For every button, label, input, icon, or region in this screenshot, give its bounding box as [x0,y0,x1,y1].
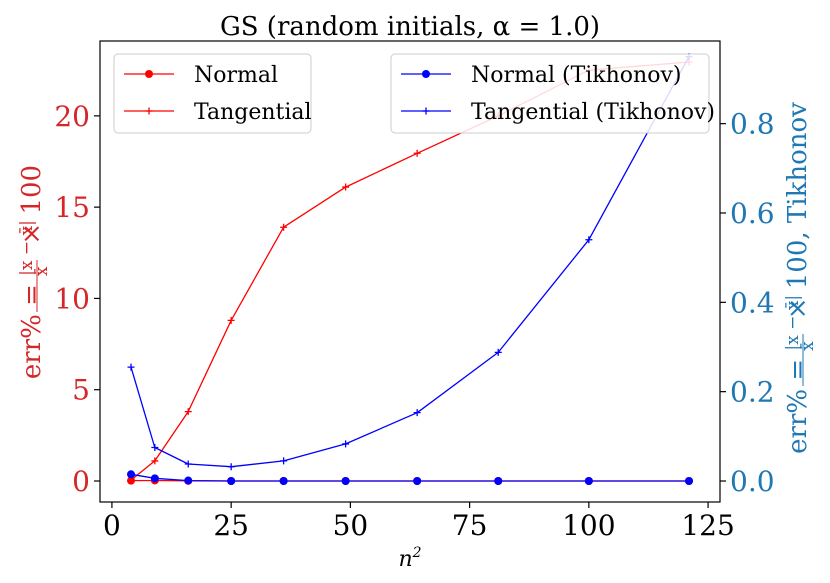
data-point-tangential-tikhonov [342,440,350,448]
series-normal-tikhonov [127,470,693,486]
y-left-tick-label: 0 [72,465,90,498]
legend-right: Normal (Tikhonov) Tangential (Tikhonov) [390,53,715,134]
y-axis-left: 0 5 10 15 20 [54,100,100,498]
data-point-normal-tikhonov [685,477,693,486]
y-right-tick-label: 0.8 [730,108,775,141]
chart-title: GS (random initials, α = 1.0) [220,12,600,42]
data-point-normal-tikhonov [584,477,593,486]
svg-text:err% = |x − x̄|x̄× 100, Tikhon: err% = |x − x̄|x̄× 100, Tikhonov [783,102,818,454]
y-right-tick-label: 0.0 [730,465,775,498]
legend-marker-tangential [145,107,153,115]
legend-marker-tangential-tikhonov [422,107,430,115]
y-left-tick-label: 10 [54,282,90,315]
data-point-normal-tikhonov [227,477,236,486]
data-point-tangential [151,457,159,465]
x-tick-label: 100 [562,509,615,542]
y-left-tick-label: 5 [72,374,90,407]
plot-frame [99,40,721,503]
y-axis-right-label: err% = |x − x̄|x̄× 100, Tikhonov [783,102,818,454]
data-point-normal-tikhonov [127,470,135,479]
legend-entry-tangential-tikhonov: Tangential (Tikhonov) [401,100,715,125]
y-right-tick-label: 0.2 [730,376,775,409]
data-point-tangential [184,408,192,416]
data-point-normal-tikhonov [413,477,422,486]
data-point-tangential-tikhonov [494,348,502,356]
data-point-tangential [227,316,235,324]
y-axis-left-label: err% = |x − x̄|x̄× 100 [17,165,52,379]
legend-left: Normal Tangential [113,53,312,134]
data-point-normal-tikhonov [494,477,503,486]
series-line-normal-tikhonov [130,473,689,482]
data-point-tangential-tikhonov [585,236,593,244]
data-point-tangential [413,149,421,157]
legend-entry-normal: Normal [124,63,278,88]
data-point-normal-tikhonov [184,476,193,485]
y-right-tick-label: 0.6 [730,197,775,230]
y-right-tick-label: 0.4 [730,286,775,319]
data-point-tangential [280,223,288,231]
data-point-tangential [342,183,350,191]
data-point-normal-tikhonov [341,477,350,486]
legend-entry-normal-tikhonov: Normal (Tikhonov) [401,63,681,88]
x-tick-label: 50 [333,509,369,542]
svg-text:err% = |x − x̄|x̄× 100: err% = |x − x̄|x̄× 100 [17,165,52,379]
data-point-tangential-tikhonov [280,457,288,465]
y-left-tick-label: 15 [54,191,90,224]
data-point-normal-tikhonov [150,474,159,483]
x-tick-label: 75 [452,509,488,542]
legend-label-tangential: Tangential [194,100,312,125]
series-line-tangential-tikhonov [130,56,690,468]
data-point-normal-tikhonov [279,477,288,486]
data-point-tangential-tikhonov [227,463,235,471]
x-axis: 0 25 50 75 100 125 [103,502,735,542]
legend-marker-normal [145,70,153,78]
legend-label-normal-tikhonov: Normal (Tikhonov) [471,63,681,88]
legend-label-tangential-tikhonov: Tangential (Tikhonov) [471,100,715,125]
x-tick-label: 125 [681,509,734,542]
x-tick-label: 0 [103,509,121,542]
data-point-tangential-tikhonov [413,409,421,417]
legend-marker-normal-tikhonov [422,70,430,78]
legend-label-normal: Normal [194,63,278,88]
y-axis-right: 0.0 0.2 0.4 0.6 0.8 [720,108,775,498]
data-point-tangential-tikhonov [127,363,135,371]
series-tangential-tikhonov [127,53,693,471]
x-tick-label: 25 [213,509,249,542]
data-point-tangential-tikhonov [151,444,159,452]
data-point-tangential-tikhonov [184,460,192,468]
y-left-tick-label: 20 [54,100,90,133]
legend-entry-tangential: Tangential [124,100,312,125]
